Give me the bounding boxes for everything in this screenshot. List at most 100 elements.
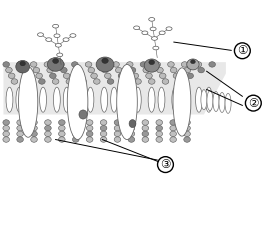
Circle shape	[86, 120, 93, 125]
Circle shape	[184, 120, 190, 125]
Circle shape	[3, 137, 9, 142]
Circle shape	[73, 120, 79, 125]
Circle shape	[88, 67, 95, 73]
Circle shape	[146, 73, 152, 79]
Circle shape	[170, 131, 176, 136]
Circle shape	[22, 73, 29, 79]
Circle shape	[170, 137, 176, 142]
Circle shape	[33, 67, 40, 73]
Circle shape	[181, 62, 188, 67]
Circle shape	[63, 73, 70, 79]
Ellipse shape	[38, 33, 44, 36]
Circle shape	[160, 73, 166, 79]
Circle shape	[31, 131, 37, 136]
Ellipse shape	[70, 34, 76, 37]
Circle shape	[113, 62, 119, 67]
Circle shape	[190, 60, 195, 64]
Circle shape	[118, 73, 125, 79]
Circle shape	[107, 79, 114, 84]
Ellipse shape	[187, 59, 199, 70]
Circle shape	[3, 131, 9, 136]
Ellipse shape	[152, 37, 158, 40]
Polygon shape	[3, 62, 226, 114]
Circle shape	[91, 73, 97, 79]
Circle shape	[135, 79, 141, 84]
Circle shape	[114, 137, 121, 142]
Circle shape	[184, 125, 190, 131]
Ellipse shape	[159, 31, 165, 35]
Ellipse shape	[195, 87, 202, 112]
Circle shape	[77, 73, 84, 79]
Circle shape	[162, 79, 169, 84]
Circle shape	[129, 67, 136, 73]
Circle shape	[59, 137, 65, 142]
Circle shape	[128, 120, 135, 125]
Ellipse shape	[205, 87, 212, 112]
Circle shape	[47, 67, 54, 73]
Ellipse shape	[129, 120, 136, 128]
Circle shape	[86, 137, 93, 142]
Circle shape	[100, 131, 107, 136]
Ellipse shape	[67, 64, 88, 139]
Circle shape	[115, 67, 122, 73]
Circle shape	[100, 125, 107, 131]
Ellipse shape	[172, 87, 179, 112]
Circle shape	[198, 67, 205, 73]
Circle shape	[114, 125, 121, 131]
Circle shape	[114, 131, 121, 136]
Circle shape	[3, 125, 9, 131]
Circle shape	[3, 62, 9, 67]
Circle shape	[86, 131, 93, 136]
Ellipse shape	[144, 59, 159, 72]
Circle shape	[74, 67, 81, 73]
Circle shape	[17, 131, 23, 136]
Circle shape	[36, 73, 43, 79]
Circle shape	[45, 125, 51, 131]
Circle shape	[85, 62, 92, 67]
Circle shape	[156, 125, 163, 131]
Circle shape	[39, 79, 45, 84]
Circle shape	[140, 62, 147, 67]
Text: ③: ③	[160, 158, 171, 171]
Ellipse shape	[148, 87, 155, 112]
Circle shape	[102, 67, 108, 73]
Circle shape	[187, 73, 193, 79]
Circle shape	[17, 137, 23, 142]
Circle shape	[102, 58, 108, 63]
Circle shape	[20, 61, 25, 66]
Ellipse shape	[153, 46, 159, 50]
Text: ②: ②	[248, 97, 259, 110]
Circle shape	[184, 131, 190, 136]
Ellipse shape	[63, 38, 69, 41]
Circle shape	[73, 131, 79, 136]
Ellipse shape	[30, 87, 37, 112]
Circle shape	[59, 125, 65, 131]
Circle shape	[170, 125, 176, 131]
Ellipse shape	[158, 87, 165, 112]
Ellipse shape	[79, 110, 87, 119]
Text: ①: ①	[237, 44, 248, 57]
Circle shape	[154, 62, 161, 67]
Circle shape	[100, 120, 107, 125]
Circle shape	[100, 137, 107, 142]
Ellipse shape	[134, 87, 141, 112]
Circle shape	[73, 137, 79, 142]
Circle shape	[128, 131, 135, 136]
Circle shape	[170, 67, 177, 73]
Circle shape	[59, 120, 65, 125]
Ellipse shape	[173, 68, 191, 136]
Circle shape	[156, 137, 163, 142]
Circle shape	[31, 125, 37, 131]
Circle shape	[3, 120, 9, 125]
Ellipse shape	[40, 87, 46, 112]
Circle shape	[45, 137, 51, 142]
Circle shape	[148, 79, 155, 84]
Circle shape	[126, 62, 133, 67]
Circle shape	[114, 120, 121, 125]
Circle shape	[176, 79, 182, 84]
Circle shape	[105, 73, 111, 79]
Circle shape	[168, 62, 174, 67]
Ellipse shape	[213, 92, 219, 112]
Circle shape	[142, 131, 148, 136]
Circle shape	[60, 67, 67, 73]
